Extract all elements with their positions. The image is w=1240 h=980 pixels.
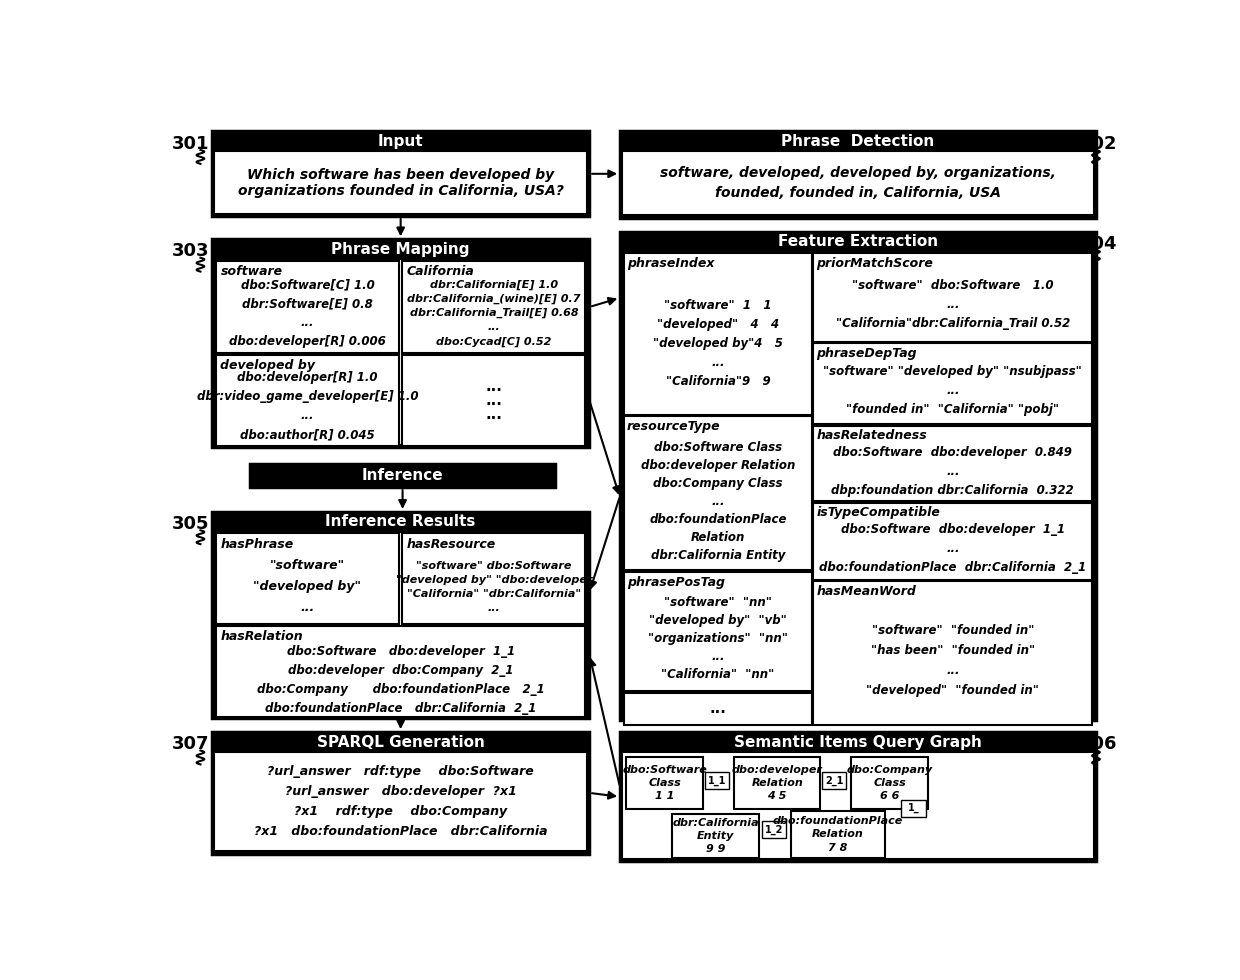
Text: Feature Extraction: Feature Extraction [777,234,939,249]
Text: hasPhrase: hasPhrase [221,538,294,551]
Text: "software" "developed by" "nsubjpass"
...
"founded in"  "California" "pobj": "software" "developed by" "nsubjpass" ..… [823,366,1083,416]
Text: hasRelatedness: hasRelatedness [816,429,928,442]
Bar [215,532,587,716]
Text: ...: ... [485,407,502,421]
Text: 1_1: 1_1 [708,775,727,786]
Text: 304: 304 [1080,234,1117,253]
Bar [212,239,589,447]
Bar [622,252,1094,717]
Bar [734,757,821,809]
Text: dbr:California[E] 1.0
dbr:California_(wine)[E] 0.7
dbr:California_Trail[E] 0.68
: dbr:California[E] 1.0 dbr:California_(wi… [407,279,580,347]
Text: Inference Results: Inference Results [325,514,476,529]
Text: dbr:California
Entity
9 9: dbr:California Entity 9 9 [672,818,759,855]
Bar [626,757,703,809]
Bar [813,581,1092,725]
Text: Phrase Mapping: Phrase Mapping [331,242,470,257]
Text: "software"  "nn"
"developed by"  "vb"
"organizations"  "nn"
...
"California"  "n: "software" "nn" "developed by" "vb" "org… [649,597,787,681]
Text: dbo:developer[R] 1.0
dbr:video_game_developer[E] 1.0
...
dbo:author[R] 0.045: dbo:developer[R] 1.0 dbr:video_game_deve… [197,371,418,441]
Text: dbo:Software Class
dbo:developer Relation
dbo:Company Class
...
dbo:foundationPl: dbo:Software Class dbo:developer Relatio… [641,441,795,562]
Bar [813,253,1092,342]
Bar [813,425,1092,501]
Text: dbo:Company
Class
6 6: dbo:Company Class 6 6 [847,764,932,801]
Text: hasMeanWord: hasMeanWord [816,585,916,598]
Text: software: software [221,266,283,278]
Bar [624,572,812,691]
Text: dbo:Software[C] 1.0
dbr:Software[E] 0.8
...
dbo:developer[R] 0.006: dbo:Software[C] 1.0 dbr:Software[E] 0.8 … [229,278,386,348]
Text: SPARQL Generation: SPARQL Generation [316,735,485,750]
Bar [212,131,589,217]
Bar [901,800,926,816]
Text: ...: ... [485,379,502,394]
Text: California: California [407,266,475,278]
Text: 306: 306 [1080,735,1117,754]
Text: 1_2: 1_2 [765,825,784,835]
Text: 302: 302 [1080,134,1117,153]
Text: software, developed, developed by, organizations,
founded, founded in, Californi: software, developed, developed by, organ… [660,166,1056,200]
Bar [672,813,759,858]
Bar [622,152,1094,216]
Text: dbo:Software
Class
1 1: dbo:Software Class 1 1 [622,764,707,801]
Bar [624,416,812,570]
Bar [851,757,928,809]
Bar [215,152,587,214]
Bar [620,732,1096,861]
Text: dbo:Software   dbo:developer  1_1
dbo:developer  dbo:Company  2_1
dbo:Company   : dbo:Software dbo:developer 1_1 dbo:devel… [257,646,544,715]
Text: priorMatchScore: priorMatchScore [816,257,934,270]
Bar [402,261,585,353]
Bar [215,260,587,445]
Text: "software"  "founded in"
"has been"  "founded in"
...
"developed"  "founded in": "software" "founded in" "has been" "foun… [867,624,1039,697]
Bar [624,253,812,415]
Text: isTypeCompatible: isTypeCompatible [816,507,940,519]
Bar [791,810,885,858]
Text: "software"
"developed by"
...: "software" "developed by" ... [253,559,362,614]
Text: ...: ... [485,393,502,408]
Bar [620,131,1096,218]
Text: ?url_answer   rdf:type    dbo:Software
?url_answer   dbo:developer  ?x1
?x1    r: ?url_answer rdf:type dbo:Software ?url_a… [254,764,547,838]
Bar [250,465,554,487]
Text: phraseIndex: phraseIndex [627,257,714,270]
Bar [402,533,585,624]
Text: phraseDepTag: phraseDepTag [816,347,918,360]
Bar [822,772,847,789]
Text: developed by: developed by [221,360,315,372]
Text: dbo:foundationPlace
Relation
7 8: dbo:foundationPlace Relation 7 8 [773,816,903,853]
Text: 2_1: 2_1 [825,775,843,786]
Bar [704,772,729,789]
Bar [624,693,812,725]
Bar [622,752,1094,859]
Text: dbo:Software  dbo:developer  1_1
...
dbo:foundationPlace  dbr:California  2_1: dbo:Software dbo:developer 1_1 ... dbo:f… [820,523,1086,574]
Text: Semantic Items Query Graph: Semantic Items Query Graph [734,735,982,750]
Text: resourceType: resourceType [627,420,720,433]
Text: "software"  1   1
"developed"   4   4
"developed by"4   5
...
"California"9   9: "software" 1 1 "developed" 4 4 "develope… [653,299,782,388]
Bar [813,343,1092,424]
Text: 305: 305 [171,514,210,533]
Bar [813,503,1092,579]
Bar [212,732,589,854]
Text: 301: 301 [171,134,210,153]
Text: 303: 303 [171,242,210,261]
Bar [215,752,587,852]
Text: hasRelation: hasRelation [221,630,303,644]
Bar [216,261,399,353]
Text: ...: ... [709,702,727,716]
Bar [402,355,585,446]
Bar [216,533,399,624]
Text: "software"  dbo:Software   1.0
...
"California"dbr:California_Trail 0.52: "software" dbo:Software 1.0 ... "Califor… [836,279,1070,330]
Text: phrasePosTag: phrasePosTag [627,576,725,589]
Bar [761,821,786,838]
Bar [620,231,1096,719]
Text: 1_: 1_ [908,804,919,813]
Text: Which software has been developed by
organizations founded in California, USA?: Which software has been developed by org… [238,168,564,198]
Bar [212,512,589,718]
Bar [216,355,399,446]
Text: Inference: Inference [362,468,444,483]
Text: "software" dbo:Software
"developed by" "dbo:developer
"California" "dbr:Californ: "software" dbo:Software "developed by" "… [396,561,591,612]
Text: hasResource: hasResource [407,538,496,551]
Text: Input: Input [378,134,424,149]
Bar [216,626,585,716]
Text: dbo:developer
Relation
4 5: dbo:developer Relation 4 5 [732,764,822,801]
Text: 307: 307 [171,735,210,754]
Text: Phrase  Detection: Phrase Detection [781,134,935,149]
Text: dbo:Software  dbo:developer  0.849
...
dbp:foundation dbr:California  0.322: dbo:Software dbo:developer 0.849 ... dbp… [832,446,1074,497]
